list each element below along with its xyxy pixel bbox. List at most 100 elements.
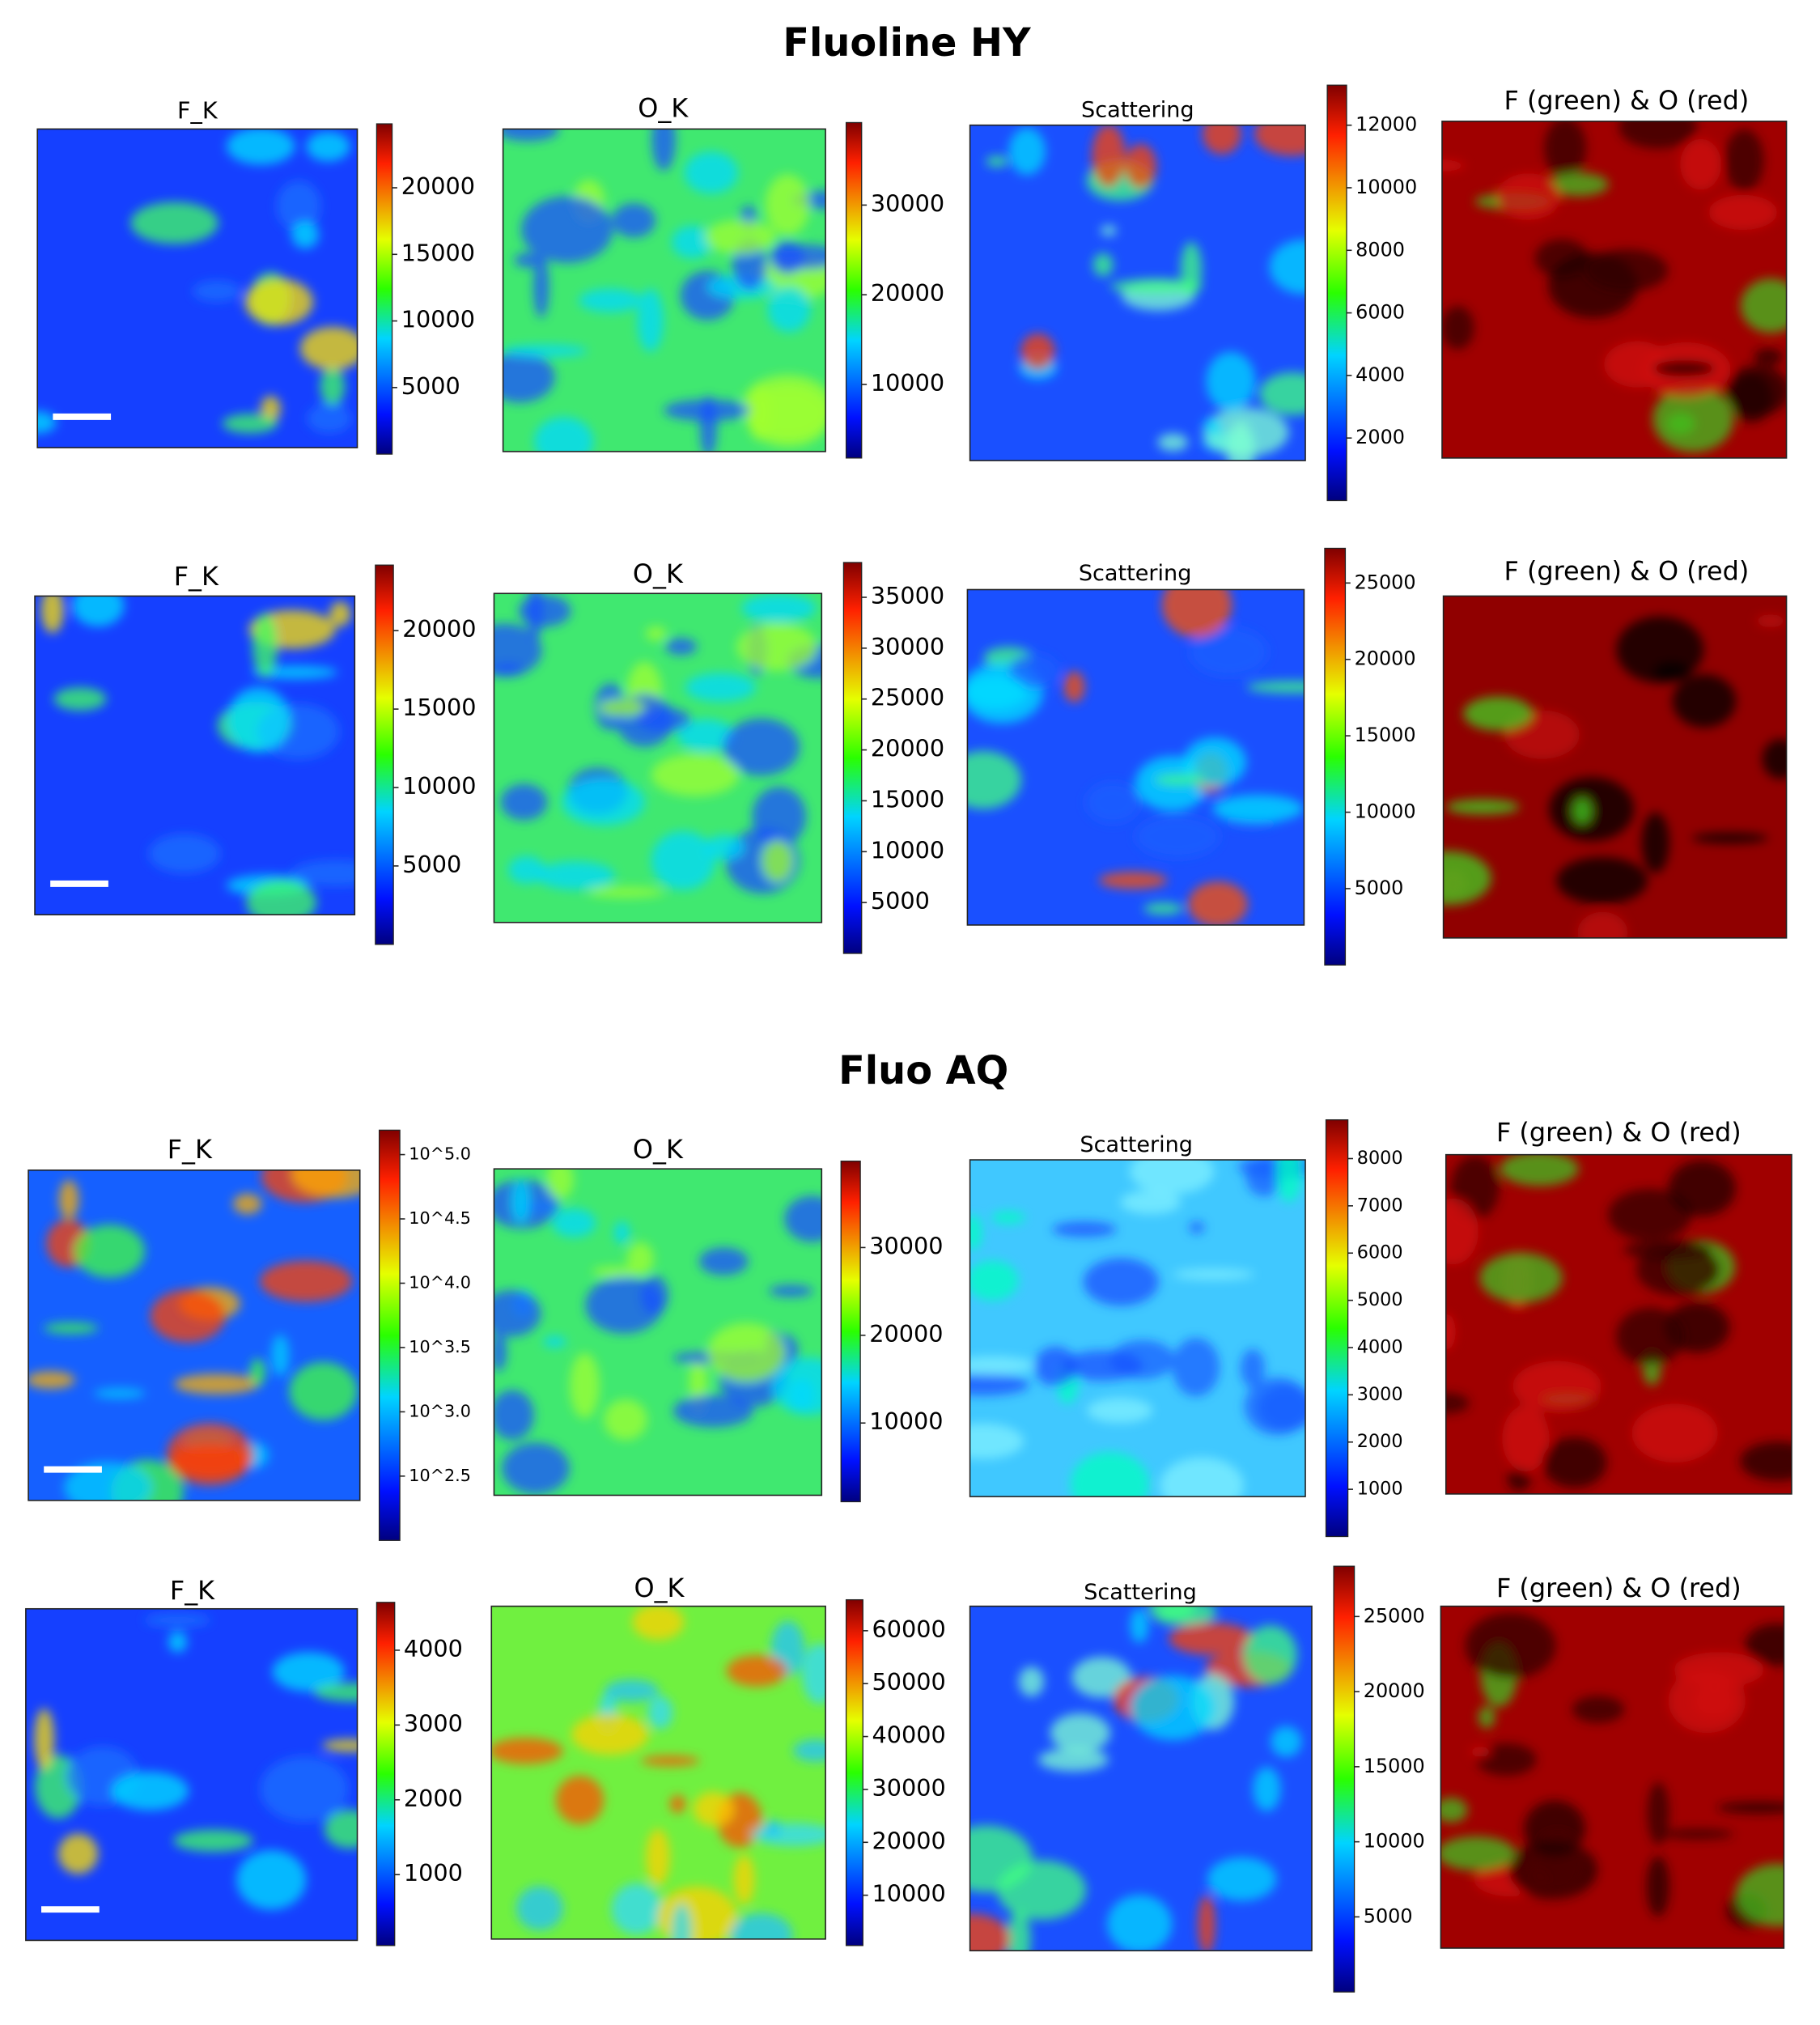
map-texture [1445, 1154, 1792, 1492]
map-blob [1754, 348, 1784, 366]
map-blob [271, 1334, 290, 1377]
colorbar-tick-label: 10000 [871, 369, 944, 397]
colorbar-tick-label: 5000 [401, 372, 460, 400]
colorbar-tick-label: 10^3.5 [409, 1337, 471, 1356]
colorbar-tick-label: 10^4.5 [409, 1208, 471, 1228]
map-blob [969, 1214, 982, 1250]
map-blob [1135, 814, 1220, 859]
map-texture [34, 1613, 358, 1910]
colorbar-tick-label: 20000 [402, 615, 476, 643]
map-blob [969, 1373, 1029, 1396]
map-blob [494, 1390, 534, 1441]
map-blob [1085, 782, 1140, 824]
panel-title: Scattering [1081, 98, 1194, 123]
map-blob [174, 1373, 259, 1395]
colorbar-tick-label: 10000 [1355, 176, 1417, 198]
colorbar-tick-label: 2000 [1355, 426, 1405, 448]
map-blob [605, 1679, 659, 1702]
map-blob [967, 750, 1021, 809]
map-blob [1202, 125, 1241, 155]
colorbar [842, 562, 863, 954]
map-blob [1018, 1666, 1045, 1697]
map-blob [260, 1260, 353, 1302]
map-blob [1652, 360, 1716, 376]
colorbar-tick-label: 4000 [404, 1635, 463, 1662]
map-blob [1735, 1863, 1784, 1927]
colorbar-tick-label: 50000 [872, 1668, 945, 1696]
map-blob [704, 219, 776, 255]
map-texture [503, 129, 826, 452]
map-blob [322, 1739, 358, 1752]
map-blob [546, 1169, 575, 1199]
map-blob [516, 1886, 563, 1930]
map-blob [726, 1654, 787, 1688]
map-blob [645, 626, 667, 641]
panel-title: O_K [634, 1573, 685, 1603]
map-blob [1254, 125, 1306, 156]
colorbar-tick-label: 30000 [871, 189, 944, 217]
colorbar-tick-label: 40000 [872, 1721, 945, 1749]
map-blob [1740, 1441, 1792, 1481]
colorbar-tick-label: 20000 [872, 1827, 945, 1854]
map-blob [1276, 1160, 1302, 1203]
map-blob [74, 1225, 146, 1278]
map-blob [1271, 1726, 1302, 1757]
map-blob [1465, 1612, 1556, 1679]
map-image [1445, 1154, 1792, 1494]
map-blob [1206, 351, 1256, 411]
map-blob [664, 399, 751, 422]
map-blob [57, 1833, 99, 1874]
map-blob [1129, 1160, 1215, 1195]
map-blob [1050, 1713, 1111, 1753]
colorbar-tick-label: 4000 [1357, 1336, 1403, 1357]
map-blob [233, 1193, 262, 1215]
map-blob [514, 253, 542, 268]
map-blob [1240, 1348, 1265, 1388]
map-blob [1172, 1338, 1220, 1397]
map-blob [768, 1284, 813, 1297]
colorbar-tick-label: 3000 [1357, 1384, 1403, 1405]
map-blob [736, 623, 818, 671]
map-blob [494, 1331, 507, 1372]
map-blob [1007, 1910, 1031, 1951]
map-blob [705, 834, 744, 860]
map-blob [647, 1696, 673, 1730]
colorbar-tick-label: 1000 [404, 1859, 463, 1887]
map-blob [665, 638, 698, 656]
colorbar-tick-label: 2000 [404, 1785, 463, 1812]
map-blob [1188, 1221, 1205, 1234]
panel-title: F_K [177, 97, 218, 125]
map-blob [1636, 1243, 1721, 1296]
map-blob [1173, 1268, 1255, 1280]
map-blob [1762, 739, 1787, 779]
map-blob [1445, 799, 1520, 815]
colorbar-tick-label: 20000 [869, 1320, 943, 1348]
panel-title: F_K [168, 1134, 213, 1165]
map-image [967, 589, 1305, 925]
map-frame [1445, 1153, 1792, 1495]
colorbar-tick-label: 2000 [1357, 1431, 1403, 1452]
map-blob [1440, 1798, 1468, 1823]
map-blob [1463, 696, 1534, 731]
map-blob [1691, 832, 1769, 844]
map-image [503, 129, 826, 452]
map-blob [536, 861, 615, 890]
map-blob [1674, 1652, 1764, 1688]
map-blob [741, 374, 826, 439]
map-blob [1716, 1802, 1784, 1814]
map-blob [640, 1755, 700, 1767]
colorbar-tick-label: 5000 [1357, 1289, 1403, 1310]
map-frame [490, 1605, 826, 1940]
map-blob [1708, 194, 1778, 231]
map-image [494, 1169, 822, 1496]
map-blob [313, 1682, 358, 1702]
map-blob [494, 623, 542, 677]
colorbar-tick-label: 15000 [1355, 724, 1416, 746]
map-blob [1107, 1895, 1173, 1951]
colorbar-tick-label: 10000 [1355, 800, 1416, 823]
map-blob [491, 1738, 563, 1764]
map-blob [1259, 372, 1306, 416]
map-blob [969, 1825, 1033, 1892]
map-blob [763, 1819, 781, 1837]
map-blob [641, 1276, 668, 1315]
